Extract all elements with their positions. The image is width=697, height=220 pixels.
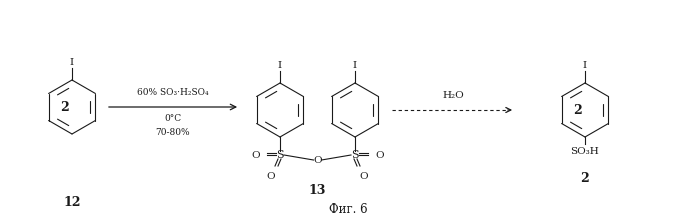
Text: 13: 13	[309, 184, 326, 197]
Text: 2: 2	[573, 103, 582, 117]
Text: 0°C: 0°C	[164, 114, 181, 123]
Text: S: S	[276, 150, 284, 160]
Text: O: O	[360, 172, 368, 181]
Text: 70-80%: 70-80%	[155, 128, 190, 137]
Text: Фиг. 6: Фиг. 6	[329, 203, 368, 216]
Text: 2: 2	[581, 172, 590, 185]
Text: 60% SO₃·H₂SO₄: 60% SO₃·H₂SO₄	[137, 88, 209, 97]
Text: 12: 12	[63, 196, 81, 209]
Text: O: O	[375, 150, 383, 160]
Text: I: I	[353, 61, 357, 70]
Text: O: O	[252, 150, 260, 160]
Text: 2: 2	[60, 101, 69, 114]
Text: I: I	[70, 58, 74, 67]
Text: I: I	[583, 61, 587, 70]
Text: S: S	[351, 150, 359, 160]
Text: H₂O: H₂O	[443, 91, 464, 100]
Text: I: I	[278, 61, 282, 70]
Text: O: O	[313, 156, 322, 165]
Text: O: O	[267, 172, 275, 181]
Text: SO₃H: SO₃H	[571, 147, 599, 156]
